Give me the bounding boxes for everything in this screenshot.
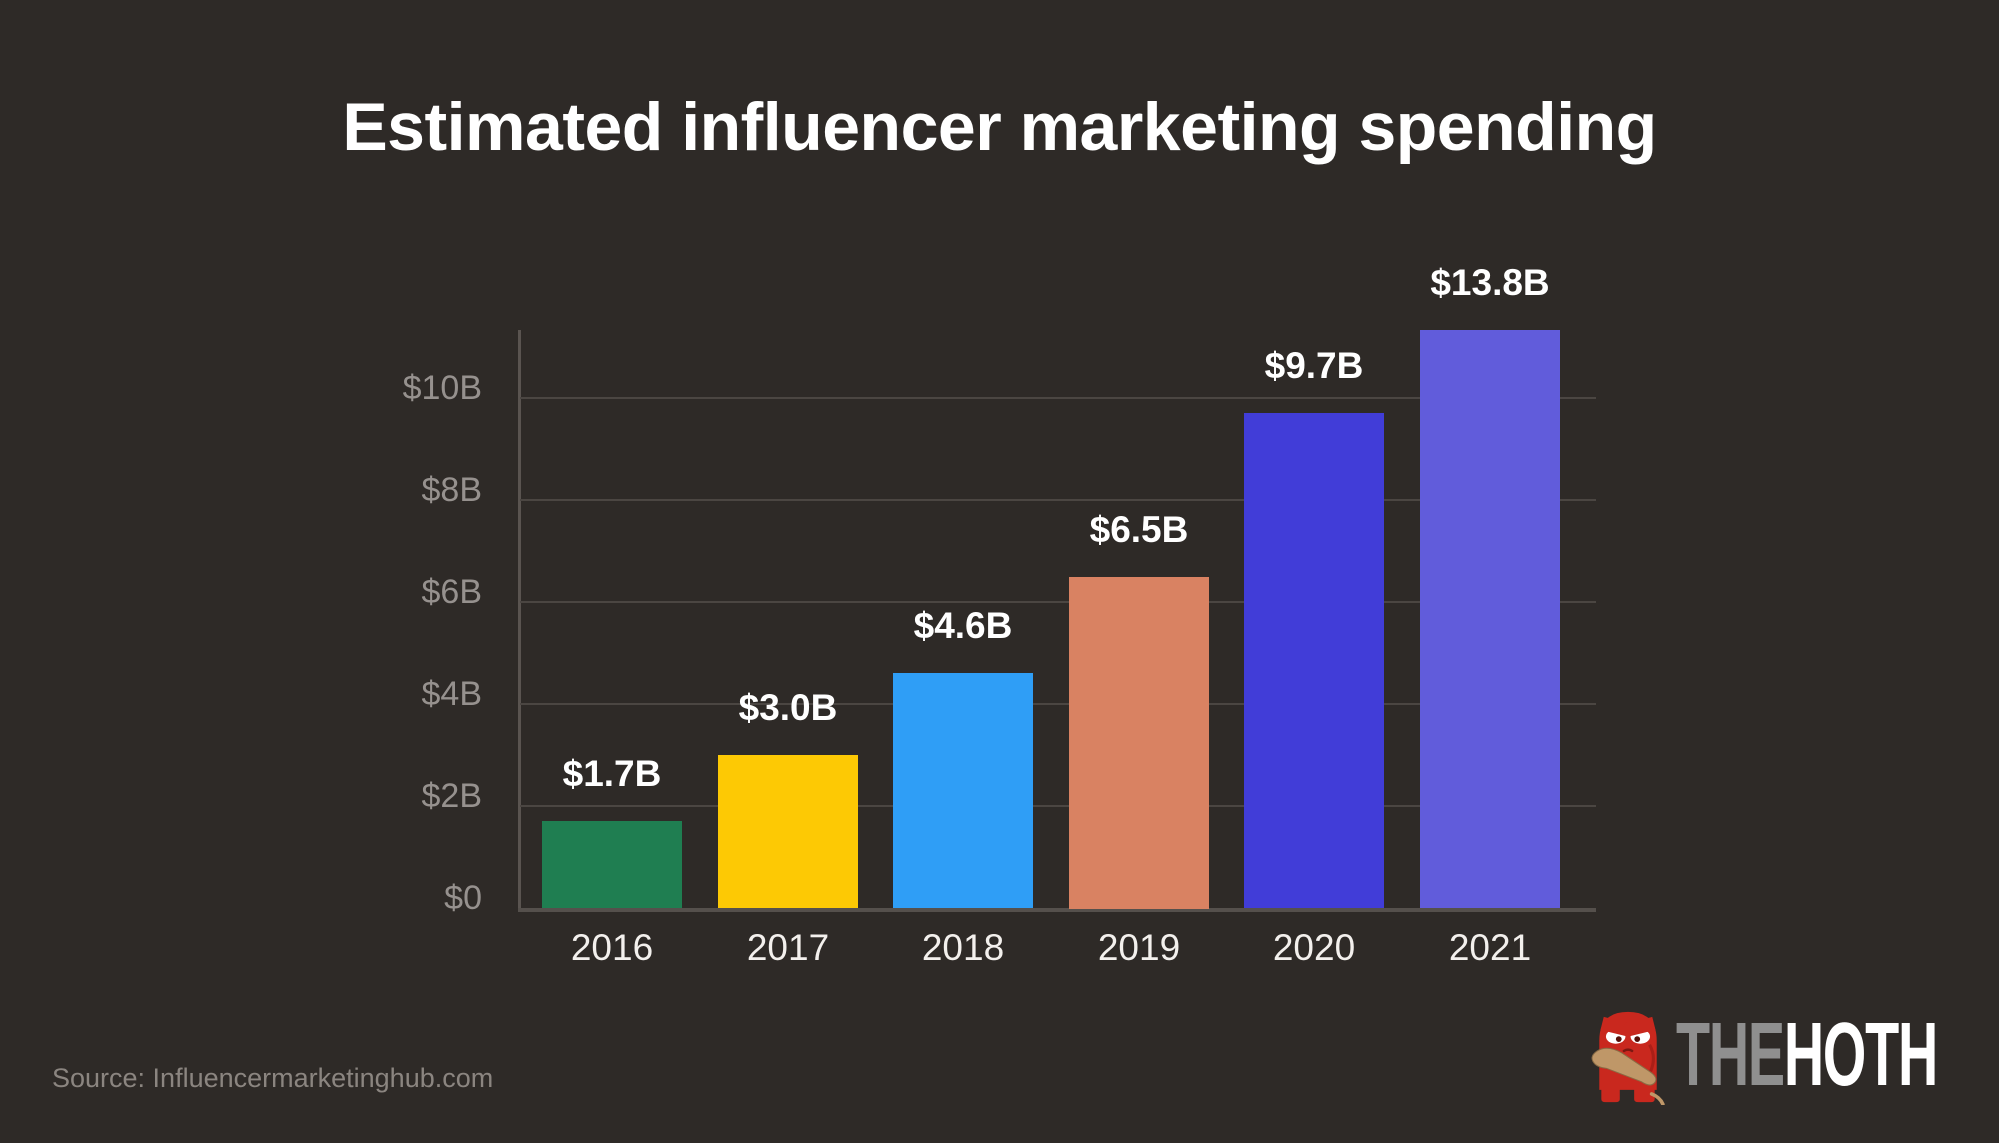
- bar-2020: [1244, 413, 1384, 908]
- logo-text-hoth: HOTH: [1783, 1005, 1938, 1105]
- x-axis-label-2018: 2018: [921, 927, 1005, 968]
- x-axis-baseline: [518, 908, 1596, 912]
- source-attribution: Source: Influencermarketinghub.com: [52, 1063, 494, 1093]
- x-axis-label-2017: 2017: [746, 927, 830, 968]
- gridline-10b: [520, 397, 1596, 399]
- x-axis-label-2021: 2021: [1448, 927, 1532, 968]
- chart-title: Estimated influencer marketing spending: [342, 89, 1657, 165]
- value-label-2018: $4.6B: [913, 605, 1013, 646]
- value-label-2017: $3.0B: [738, 687, 838, 728]
- y-axis-label-6b: $6B: [421, 573, 483, 611]
- x-axis-label-2020: 2020: [1272, 927, 1356, 968]
- y-axis-label-2b: $2B: [421, 777, 483, 815]
- bar-2018: [893, 673, 1033, 908]
- logo-wordmark: THE HOTH: [1676, 1005, 1938, 1105]
- bar-2016: [542, 821, 682, 908]
- value-label-2020: $9.7B: [1264, 345, 1364, 386]
- thehoth-logo: THE HOTH: [1588, 1000, 1999, 1110]
- gridline-4b: [520, 703, 1596, 705]
- y-axis-line: [518, 330, 521, 911]
- value-label-2019: $6.5B: [1089, 509, 1189, 550]
- bar-2017: [718, 755, 858, 908]
- bar-2021: [1420, 330, 1560, 908]
- value-label-2016: $1.7B: [562, 753, 662, 794]
- x-axis-label-2016: 2016: [570, 927, 654, 968]
- gridline-8b: [520, 499, 1596, 501]
- x-axis-label-2019: 2019: [1097, 927, 1181, 968]
- gridline-2b: [520, 805, 1596, 807]
- hoth-mascot-icon: [1588, 1005, 1668, 1105]
- y-axis-label-4b: $4B: [421, 675, 483, 713]
- bar-2019: [1069, 577, 1209, 909]
- gridline-6b: [520, 601, 1596, 603]
- y-axis-label-0: $0: [444, 879, 482, 917]
- y-axis-label-8b: $8B: [421, 471, 483, 509]
- value-label-2021: $13.8B: [1430, 262, 1550, 303]
- logo-text-the: THE: [1676, 1005, 1785, 1105]
- y-axis-label-10b: $10B: [402, 369, 482, 407]
